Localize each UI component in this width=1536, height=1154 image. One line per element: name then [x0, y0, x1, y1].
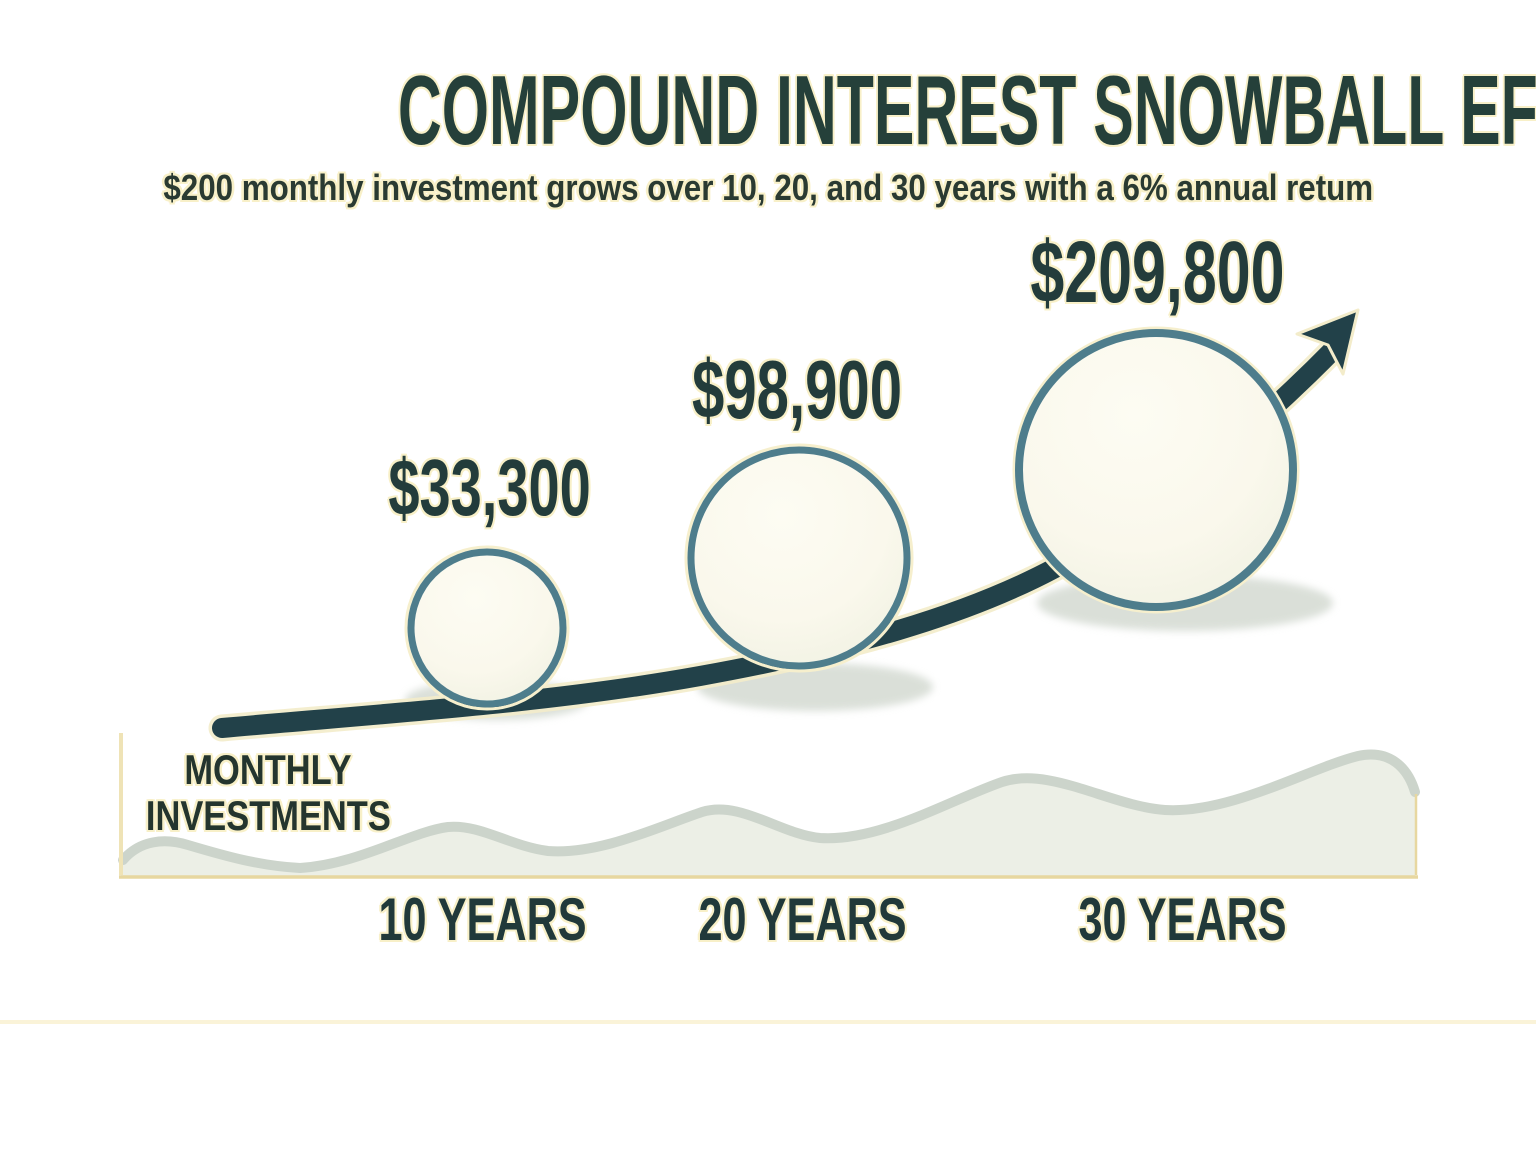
medium-snowball	[684, 443, 914, 673]
page-subtitle: $200 monthly investment grows over 10, 2…	[0, 170, 1536, 206]
page-title-text: COMPOUND INTEREST SNOWBALL EFFECT	[397, 55, 1536, 165]
large-snowball	[1012, 326, 1300, 614]
value-label-20-years: $98,900	[691, 343, 903, 436]
page-subtitle-text: $200 monthly investment grows over 10, 2…	[163, 167, 1373, 208]
ground-hill-edge	[118, 749, 1420, 874]
ground-hill-shape	[121, 754, 1415, 876]
x-tick-20-years: 20 YEARS	[698, 886, 908, 953]
value-label-10-years: $33,300	[388, 443, 592, 532]
small-snowball	[404, 545, 570, 711]
growth-arrow-icon	[1295, 308, 1360, 376]
value-label-30-years: $209,800	[1029, 224, 1285, 321]
x-tick-10-years: 10 YEARS	[378, 886, 588, 953]
x-tick-30-years: 30 YEARS	[1078, 886, 1288, 953]
footer-divider	[0, 1020, 1536, 1024]
monthly-investments-annotation: MONTHLY INVESTMENTS	[145, 746, 391, 839]
page-title: COMPOUND INTEREST SNOWBALL EFFECT	[0, 61, 1536, 159]
